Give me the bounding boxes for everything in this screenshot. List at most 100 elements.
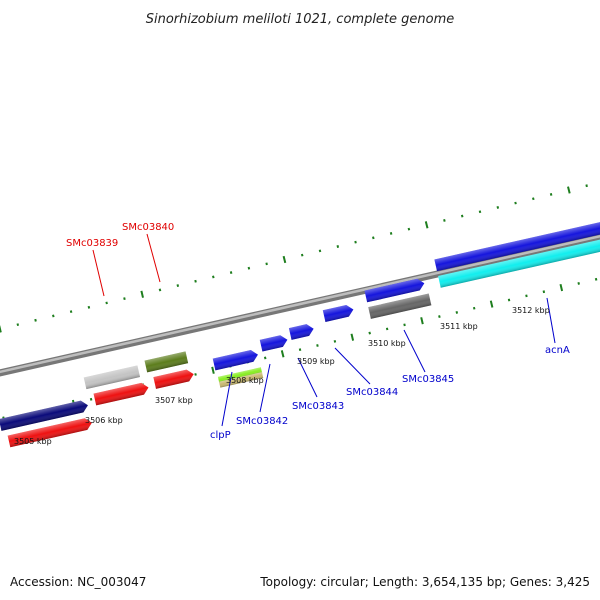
gene-label-smc03843[interactable]: SMc03843 [292, 401, 344, 412]
feature-f4-shading [93, 382, 149, 406]
scale-labels: 3505 kbp 3506 kbp 3507 kbp 3508 kbp 3509… [14, 306, 550, 446]
leader-smc03843 [297, 357, 318, 398]
scale-label-3506: 3506 kbp [85, 416, 123, 425]
gene-labels: SMc03839 SMc03840 clpP SMc03842 SMc03843… [66, 222, 570, 441]
inner-tick-29 [507, 298, 511, 302]
outer-tick-24 [424, 221, 429, 229]
outer-tick-7 [123, 297, 126, 301]
scale-label-3512: 3512 kbp [512, 306, 550, 315]
gene-label-smc03842[interactable]: SMc03842 [236, 416, 288, 427]
map-title: Sinorhizobium meliloti 1021, complete ge… [146, 12, 455, 27]
feature-f6-shading [153, 369, 194, 389]
outer-tick-0 [0, 325, 2, 333]
outer-tick-5 [87, 305, 91, 309]
feature-f14-shading [368, 293, 432, 319]
inner-tick-11 [194, 373, 197, 376]
leader-lines [92, 233, 556, 427]
outer-tick-28 [496, 205, 500, 209]
outer-tick-6 [105, 301, 108, 305]
outer-tick-4 [69, 310, 73, 314]
outer-tick-8 [140, 290, 144, 298]
feature-f5-shading [144, 351, 189, 373]
outer-tick-14 [247, 266, 251, 270]
feature-f8-shading [217, 367, 263, 383]
genome-summary-text: Topology: circular; Length: 3,654,135 bp… [259, 575, 590, 589]
outer-tick-26 [460, 214, 464, 218]
inner-tick-34 [594, 277, 598, 281]
outer-tick-2 [34, 318, 37, 322]
gene-label-acna[interactable]: acnA [545, 345, 570, 356]
outer-tick-21 [372, 236, 375, 240]
outer-tick-33 [585, 184, 588, 188]
outer-tick-11 [194, 279, 197, 283]
inner-tick-25 [438, 315, 441, 318]
leader-clpp [221, 371, 233, 427]
inner-tick-22 [385, 327, 389, 331]
inner-tick-21 [368, 331, 371, 335]
inner-tick-20 [350, 333, 355, 341]
outer-tick-23 [407, 227, 411, 231]
feature-f1-shading [0, 400, 88, 431]
inner-tick-33 [577, 282, 580, 285]
outer-tick-12 [212, 275, 215, 279]
feature-f7-shading [212, 350, 258, 371]
inner-tick-30 [525, 294, 528, 298]
feature-track [0, 221, 600, 448]
outer-tick-27 [478, 210, 482, 214]
feature-f13-shading [364, 278, 425, 303]
outer-tick-17 [300, 253, 304, 257]
leader-smc03842 [259, 363, 271, 413]
outer-tick-1 [16, 323, 20, 327]
inner-tick-18 [316, 344, 319, 347]
outer-tick-29 [514, 201, 517, 205]
inner-tick-32 [559, 283, 564, 292]
feature-f3-shading [83, 365, 141, 390]
gene-label-smc03844[interactable]: SMc03844 [346, 387, 398, 398]
inner-tick-15 [263, 356, 267, 360]
outer-tick-18 [318, 249, 322, 253]
inner-tick-26 [455, 310, 459, 314]
gene-label-smc03840[interactable]: SMc03840 [122, 222, 174, 233]
outer-tick-row [0, 184, 588, 333]
scale-label-3509: 3509 kbp [297, 357, 335, 366]
inner-tick-16 [280, 350, 285, 358]
scale-label-3511: 3511 kbp [440, 322, 478, 331]
leader-smc03845 [403, 329, 426, 373]
outer-tick-10 [176, 284, 180, 287]
outer-tick-9 [158, 288, 162, 292]
gene-label-clpp[interactable]: clpP [210, 430, 231, 441]
inner-tick-17 [298, 348, 302, 352]
leader-smc03840 [146, 233, 161, 283]
accession-text: Accession: NC_003047 [10, 575, 146, 589]
genome-backbone [0, 233, 600, 377]
outer-tick-25 [443, 219, 446, 222]
outer-tick-13 [229, 271, 233, 274]
scale-label-3510: 3510 kbp [368, 339, 406, 348]
leader-smc03839 [92, 249, 105, 297]
scale-label-3508: 3508 kbp [226, 376, 264, 385]
feature-f12-shading [322, 304, 354, 322]
inner-tick-19 [333, 339, 337, 343]
inner-tick-24 [420, 317, 424, 325]
feature-f11-shading [288, 324, 314, 340]
gene-label-smc03839[interactable]: SMc03839 [66, 238, 118, 249]
feature-f16-shading [438, 237, 600, 288]
outer-tick-15 [265, 262, 268, 266]
inner-tick-28 [489, 300, 494, 308]
scale-label-3507: 3507 kbp [155, 396, 193, 405]
inner-tick-23 [403, 323, 406, 327]
outer-tick-19 [336, 245, 340, 248]
leader-smc03844 [334, 347, 371, 385]
scale-label-3505: 3505 kbp [14, 437, 52, 446]
outer-tick-31 [549, 192, 553, 196]
feature-f2-shading [7, 418, 92, 448]
outer-tick-3 [52, 314, 55, 318]
gene-label-smc03845[interactable]: SMc03845 [402, 374, 454, 385]
inner-tick-31 [542, 290, 546, 294]
feature-f15-shading [434, 221, 600, 272]
leader-acna [546, 297, 556, 344]
outer-tick-30 [532, 197, 535, 201]
outer-tick-16 [282, 255, 287, 264]
outer-tick-22 [389, 232, 393, 235]
